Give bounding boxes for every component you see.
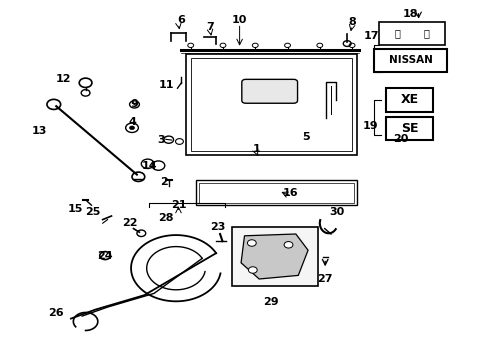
Text: 5: 5	[301, 132, 309, 142]
Text: 8: 8	[347, 17, 355, 27]
Text: 飛: 飛	[423, 28, 428, 38]
Text: 1: 1	[252, 144, 260, 154]
Text: 17: 17	[363, 31, 379, 41]
Text: 7: 7	[206, 22, 214, 32]
Bar	[378, 22, 444, 45]
Text: 27: 27	[317, 274, 332, 284]
Text: 19: 19	[362, 121, 378, 131]
Bar	[386, 117, 432, 140]
Text: 14: 14	[141, 161, 157, 171]
Text: 15: 15	[68, 204, 83, 214]
Bar	[232, 227, 317, 286]
Bar	[373, 49, 447, 72]
Text: 29: 29	[263, 297, 279, 307]
Polygon shape	[241, 234, 307, 279]
Text: 20: 20	[392, 134, 408, 144]
Text: 6: 6	[177, 15, 184, 25]
Bar	[386, 88, 432, 112]
Text: 13: 13	[31, 126, 47, 136]
Text: 21: 21	[170, 200, 186, 210]
Text: 26: 26	[48, 308, 64, 318]
Bar	[195, 180, 356, 205]
Circle shape	[284, 242, 292, 248]
Text: 2: 2	[160, 177, 167, 187]
Text: 25: 25	[85, 207, 101, 217]
Bar	[185, 54, 356, 155]
Text: 22: 22	[122, 218, 137, 228]
Text: 12: 12	[56, 74, 71, 84]
Text: 3: 3	[157, 135, 165, 145]
Text: 4: 4	[128, 117, 136, 127]
Circle shape	[129, 126, 134, 130]
Bar	[190, 58, 351, 151]
Text: NISSAN: NISSAN	[388, 55, 432, 65]
Text: 18: 18	[402, 9, 418, 19]
FancyBboxPatch shape	[241, 79, 297, 103]
Text: 廷: 廷	[394, 28, 400, 38]
Text: 10: 10	[231, 15, 247, 25]
Text: 28: 28	[158, 213, 174, 223]
Text: 23: 23	[209, 222, 225, 232]
Text: 11: 11	[158, 80, 174, 90]
Text: 30: 30	[329, 207, 345, 217]
Text: 9: 9	[130, 99, 138, 109]
Circle shape	[248, 267, 257, 273]
Bar	[199, 183, 353, 203]
Text: 24: 24	[97, 251, 113, 261]
Circle shape	[247, 240, 256, 246]
Text: SE: SE	[400, 122, 417, 135]
Text: XE: XE	[400, 93, 418, 107]
Text: 16: 16	[283, 188, 298, 198]
